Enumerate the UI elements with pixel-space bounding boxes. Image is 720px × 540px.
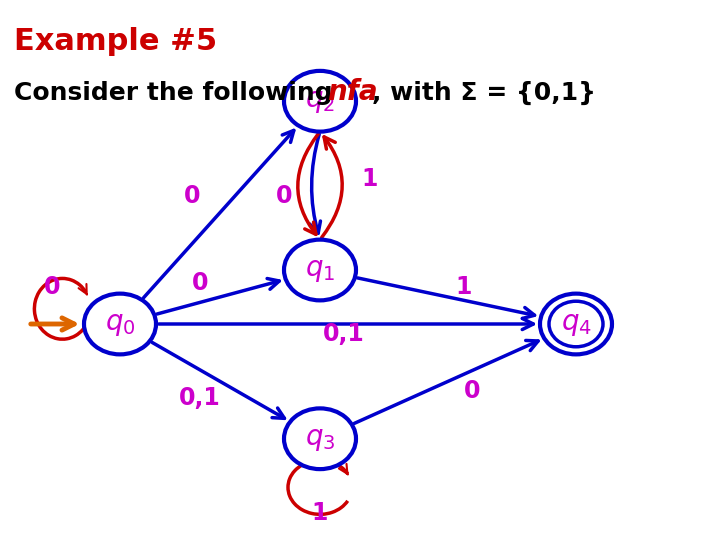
Text: 1: 1 <box>312 501 328 525</box>
Text: , with Σ = {0,1}: , with Σ = {0,1} <box>372 81 596 105</box>
Circle shape <box>284 240 356 300</box>
Text: $q_0$: $q_0$ <box>104 310 135 338</box>
Text: nfa: nfa <box>328 78 378 106</box>
Circle shape <box>84 294 156 354</box>
Text: $q_1$: $q_1$ <box>305 256 335 284</box>
Text: $q_4$: $q_4$ <box>561 310 591 338</box>
Text: 1: 1 <box>361 167 378 191</box>
Circle shape <box>284 408 356 469</box>
Text: $q_2$: $q_2$ <box>305 87 335 115</box>
Text: 0,1: 0,1 <box>323 322 365 346</box>
Text: Example #5: Example #5 <box>14 27 217 56</box>
Text: 0: 0 <box>192 272 208 295</box>
Text: Consider the following: Consider the following <box>14 81 342 105</box>
Circle shape <box>540 294 612 354</box>
Text: 0: 0 <box>464 380 480 403</box>
Text: 0: 0 <box>44 275 60 299</box>
Text: 0: 0 <box>276 184 292 208</box>
Circle shape <box>284 71 356 132</box>
Text: $q_3$: $q_3$ <box>305 425 336 453</box>
Text: 0: 0 <box>184 184 200 208</box>
Text: 0,1: 0,1 <box>179 386 221 410</box>
Text: 1: 1 <box>456 275 472 299</box>
